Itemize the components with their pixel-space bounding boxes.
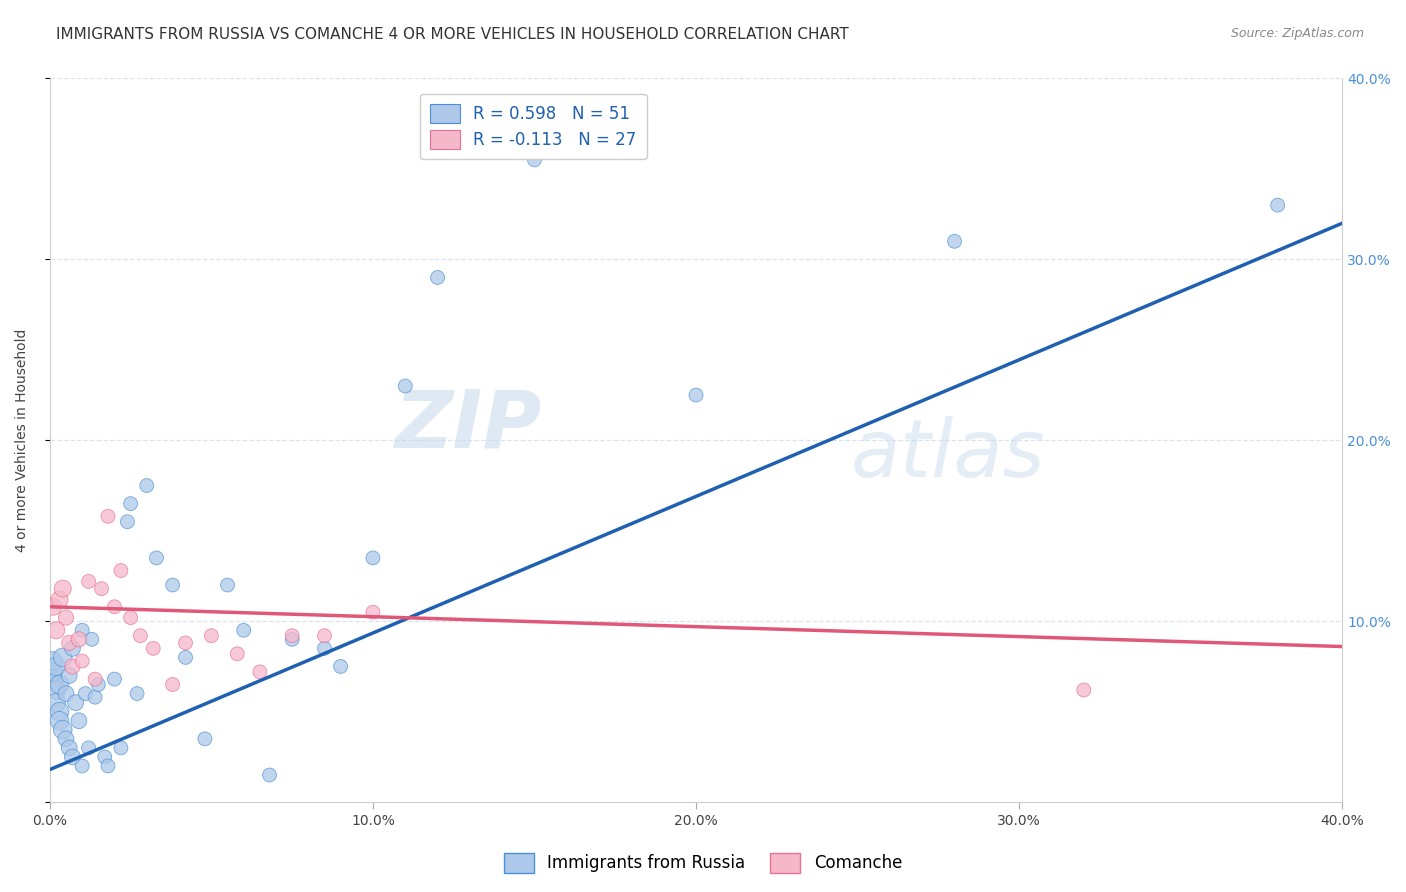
Point [70, 654, 93, 668]
Point [1267, 198, 1289, 212]
Point [58, 740, 80, 755]
Point [226, 647, 249, 661]
Text: Source: ZipAtlas.com: Source: ZipAtlas.com [1230, 27, 1364, 40]
Point [249, 665, 271, 679]
Point [281, 632, 304, 647]
Point [45, 624, 67, 638]
Point [142, 641, 165, 656]
Point [87, 677, 110, 691]
Point [162, 677, 184, 691]
Point [48, 592, 70, 607]
Point [200, 629, 222, 643]
Point [67, 714, 90, 728]
Point [58, 668, 80, 682]
Point [314, 641, 336, 656]
Point [48, 714, 70, 728]
Point [65, 696, 87, 710]
Point [52, 582, 75, 596]
Point [103, 599, 125, 614]
Point [45, 683, 67, 698]
Point [90, 582, 112, 596]
Point [110, 740, 132, 755]
Point [62, 659, 84, 673]
Point [77, 740, 100, 755]
Point [1073, 683, 1095, 698]
Point [426, 270, 449, 285]
Legend: R = 0.598   N = 51, R = -0.113   N = 27: R = 0.598 N = 51, R = -0.113 N = 27 [420, 94, 647, 159]
Point [70, 624, 93, 638]
Point [70, 759, 93, 773]
Point [97, 509, 120, 524]
Legend: Immigrants from Russia, Comanche: Immigrants from Russia, Comanche [498, 847, 908, 880]
Point [52, 650, 75, 665]
Point [67, 632, 90, 647]
Point [361, 550, 384, 565]
Point [194, 731, 217, 746]
Point [120, 497, 142, 511]
Point [80, 632, 103, 647]
Point [174, 636, 197, 650]
Point [110, 564, 132, 578]
Point [77, 574, 100, 589]
Point [84, 672, 107, 686]
Point [135, 478, 157, 492]
Point [314, 629, 336, 643]
Point [361, 605, 384, 619]
Point [174, 650, 197, 665]
Text: ZIP: ZIP [394, 387, 541, 465]
Point [943, 235, 966, 249]
Point [394, 379, 416, 393]
Point [62, 750, 84, 764]
Point [55, 731, 77, 746]
Point [42, 672, 65, 686]
Point [45, 696, 67, 710]
Point [232, 624, 254, 638]
Point [42, 599, 65, 614]
Point [120, 610, 142, 624]
Point [48, 705, 70, 719]
Point [129, 629, 152, 643]
Point [48, 677, 70, 691]
Text: atlas: atlas [851, 416, 1046, 494]
Point [45, 659, 67, 673]
Point [52, 723, 75, 737]
Point [329, 659, 352, 673]
Point [42, 665, 65, 679]
Point [685, 388, 707, 402]
Point [117, 515, 139, 529]
Text: IMMIGRANTS FROM RUSSIA VS COMANCHE 4 OR MORE VEHICLES IN HOUSEHOLD CORRELATION C: IMMIGRANTS FROM RUSSIA VS COMANCHE 4 OR … [56, 27, 849, 42]
Point [58, 636, 80, 650]
Point [103, 672, 125, 686]
Point [162, 578, 184, 592]
Point [523, 153, 546, 167]
Point [217, 578, 239, 592]
Point [97, 759, 120, 773]
Point [75, 687, 97, 701]
Point [62, 641, 84, 656]
Y-axis label: 4 or more Vehicles in Household: 4 or more Vehicles in Household [15, 328, 30, 552]
Point [55, 610, 77, 624]
Point [94, 750, 117, 764]
Point [55, 687, 77, 701]
Point [42, 654, 65, 668]
Point [281, 629, 304, 643]
Point [125, 687, 148, 701]
Point [259, 768, 281, 782]
Point [145, 550, 167, 565]
Point [84, 690, 107, 705]
